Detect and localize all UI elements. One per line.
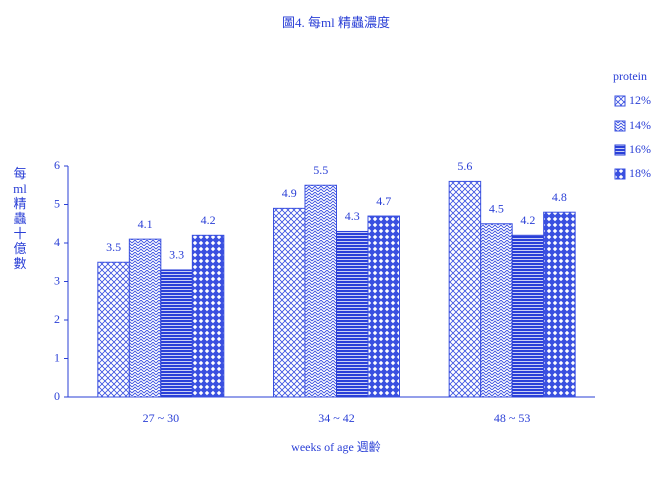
legend-label: 14% [629, 118, 651, 132]
legend-swatch [614, 168, 626, 180]
bar [191, 234, 225, 398]
y-tick-label: 3 [54, 273, 60, 287]
y-tick-label: 0 [54, 389, 60, 403]
x-tick-label: 48 ~ 53 [494, 411, 531, 425]
y-axis-label: 億 [13, 241, 26, 256]
data-label: 5.5 [313, 163, 328, 177]
bar [543, 211, 576, 398]
data-label: 4.9 [282, 186, 297, 200]
data-label: 3.5 [106, 240, 121, 254]
data-label: 4.7 [376, 194, 391, 208]
data-label: 3.3 [169, 248, 184, 262]
y-axis-label: 蟲 [13, 211, 26, 226]
legend-label: 16% [629, 142, 651, 156]
y-axis-label: 每 [13, 166, 26, 181]
y-axis-label: 數 [13, 256, 26, 271]
data-label: 4.2 [520, 213, 535, 227]
bar [336, 230, 369, 398]
data-label: 4.3 [345, 209, 360, 223]
legend-swatch [614, 120, 626, 132]
bar [304, 184, 337, 398]
x-tick-label: 34 ~ 42 [318, 411, 355, 425]
legend-swatch [614, 95, 626, 107]
data-label: 4.8 [552, 190, 567, 204]
x-axis-label: weeks of age 週齡 [291, 440, 381, 454]
data-label: 4.5 [489, 202, 504, 216]
data-label: 4.1 [138, 217, 153, 231]
x-tick-label: 27 ~ 30 [143, 411, 180, 425]
y-tick-label: 6 [54, 158, 60, 172]
y-tick-label: 5 [54, 196, 60, 210]
bar [511, 234, 545, 398]
bar [97, 261, 130, 398]
legend-title: protein [613, 69, 647, 83]
data-label: 5.6 [457, 159, 472, 173]
data-label: 4.2 [201, 213, 216, 227]
y-tick-label: 1 [54, 350, 60, 364]
legend-label: 12% [629, 93, 651, 107]
legend-label: 18% [629, 166, 651, 180]
bar [480, 223, 513, 398]
y-axis-label: 十 [13, 226, 26, 241]
y-axis-label: 精 [13, 196, 26, 211]
bar [128, 238, 162, 398]
bar [160, 269, 193, 398]
bar [273, 207, 306, 398]
bar [367, 215, 400, 398]
chart-title: 圖4. 每ml 精蟲濃度 [282, 15, 390, 30]
y-axis-label: ml [13, 181, 27, 196]
bar [448, 180, 482, 398]
y-tick-label: 4 [54, 235, 60, 249]
legend-swatch [614, 144, 626, 156]
y-tick-label: 2 [54, 312, 60, 326]
